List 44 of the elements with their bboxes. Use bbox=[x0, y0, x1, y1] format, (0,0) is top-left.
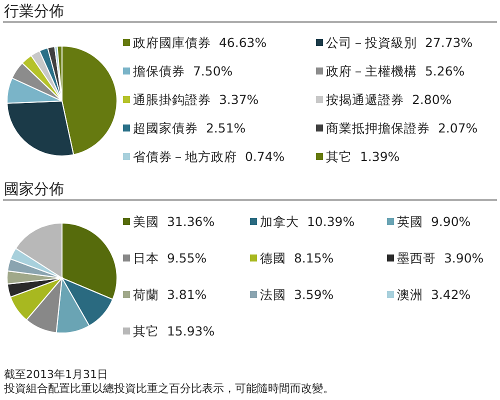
data-label: 27.73% bbox=[424, 35, 473, 50]
legend-label: 商業抵押擔保證券 bbox=[326, 120, 430, 136]
data-label: 1.39% bbox=[360, 149, 400, 164]
data-label: 3.42% bbox=[430, 287, 471, 302]
legend-label: 美國 bbox=[133, 214, 159, 229]
data-label: 5.26% bbox=[424, 64, 465, 78]
legend-label: 按揭通遞證券 bbox=[326, 92, 404, 107]
legend-label: 日本 bbox=[133, 250, 159, 266]
text: 投資組合配置比重以總投資比重之百分比表示，可能隨時間而改變。 bbox=[3, 382, 334, 395]
legend-label: 公司－投資級別 bbox=[326, 35, 417, 50]
legend-label: 墨西哥 bbox=[397, 250, 436, 266]
data-label: 10.39% bbox=[306, 214, 355, 229]
legend-label: 澳洲 bbox=[397, 287, 423, 302]
legend-label: 德國 bbox=[260, 250, 286, 266]
legend-label: 超國家債券 bbox=[133, 120, 198, 136]
data-label: 3.90% bbox=[444, 250, 484, 266]
data-label: 3.59% bbox=[294, 287, 334, 302]
data-label: 15.93% bbox=[166, 324, 215, 338]
data-label: 2.80% bbox=[412, 92, 452, 107]
chart-title: 國家分佈 bbox=[4, 180, 64, 198]
data-label: 31.36% bbox=[166, 214, 215, 229]
legend-label: 英國 bbox=[397, 214, 423, 229]
data-label: 8.15% bbox=[294, 250, 334, 266]
legend-label: 其它 bbox=[133, 324, 159, 338]
chart-title: 行業分佈 bbox=[4, 2, 64, 20]
legend-label: 政府國庫債券 bbox=[133, 35, 211, 50]
data-label: 3.37% bbox=[218, 92, 259, 107]
text: 截至2013年1月31日 bbox=[4, 368, 108, 381]
data-label: 0.74% bbox=[244, 149, 285, 164]
legend-label: 其它 bbox=[326, 149, 352, 164]
legend-label: 荷蘭 bbox=[133, 287, 159, 302]
legend-label: 通脹掛鈎證券 bbox=[133, 92, 211, 107]
legend-label: 省債券－地方政府 bbox=[133, 149, 237, 164]
data-label: 2.51% bbox=[206, 120, 246, 136]
data-label: 9.90% bbox=[430, 214, 471, 229]
data-label: 9.55% bbox=[166, 250, 207, 266]
legend-label: 法國 bbox=[260, 287, 286, 302]
legend-label: 擔保債券 bbox=[133, 64, 185, 78]
legend-label: 加拿大 bbox=[260, 214, 299, 229]
data-label: 46.63% bbox=[218, 35, 267, 50]
data-label: 2.07% bbox=[438, 120, 478, 136]
legend-label: 政府－主權機構 bbox=[326, 64, 417, 78]
data-label: 7.50% bbox=[192, 64, 233, 78]
data-label: 3.81% bbox=[166, 287, 207, 302]
